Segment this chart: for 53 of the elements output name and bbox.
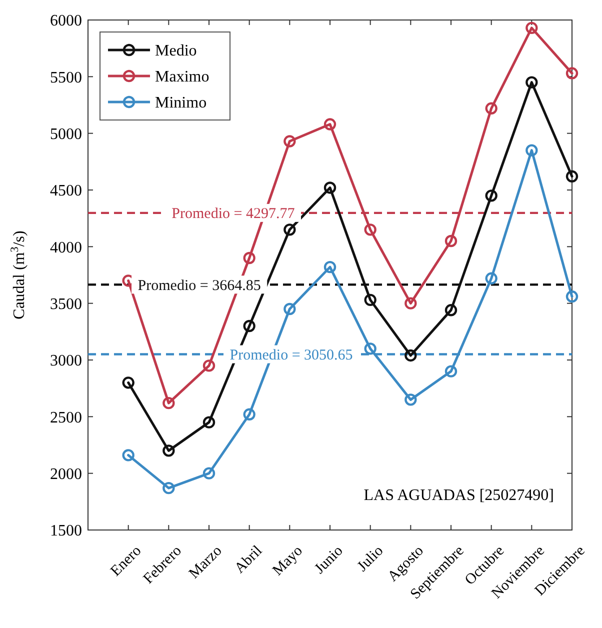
point [526,144,538,156]
point [404,297,417,310]
point [485,190,498,202]
ref-line-label: Promedio = 3664.85 [138,278,261,294]
point [243,252,256,264]
point [202,416,216,428]
point [202,467,216,480]
point [324,118,336,130]
legend-label: Maximo [155,68,210,86]
annotation: LAS AGUADAS [25027490] [364,487,554,504]
point [364,224,376,236]
point [122,449,134,462]
point [162,444,175,457]
y-tick-label: 4000 [50,239,82,256]
point [526,76,538,88]
point [284,302,296,316]
point [284,224,296,236]
y-tick-label: 3500 [50,296,82,313]
point [444,304,458,316]
point [566,170,578,182]
point [243,408,256,420]
point [566,290,578,303]
ref-line-label: Promedio = 3050.65 [230,348,353,364]
point [162,482,175,494]
legend-label: Medio [155,42,197,60]
point [404,394,417,406]
point [364,342,376,355]
point [444,234,458,248]
point [444,365,458,378]
ref-line-label: Promedio = 4297.77 [172,206,296,222]
point [122,376,134,389]
y-tick-label: 6000 [50,12,82,30]
point [284,135,296,148]
point [162,396,175,410]
point [324,182,336,194]
point [485,102,498,114]
y-tick-label: 5000 [50,126,82,143]
point [526,22,538,34]
point [364,294,376,306]
point [485,272,498,284]
point [404,349,417,362]
point [202,360,216,372]
point [324,260,336,274]
point [243,320,256,332]
y-tick-label: 3000 [50,352,82,370]
y-tick-label: 5500 [50,69,82,86]
y-tick-label: 4500 [50,182,82,200]
y-tick-label: 2000 [50,466,82,483]
y-tick-label: 2500 [50,409,82,426]
legend-label: Minimo [155,94,207,112]
y-tick-label: 1500 [50,522,82,540]
point [566,67,578,80]
x-tick-label: Julio [354,542,387,575]
